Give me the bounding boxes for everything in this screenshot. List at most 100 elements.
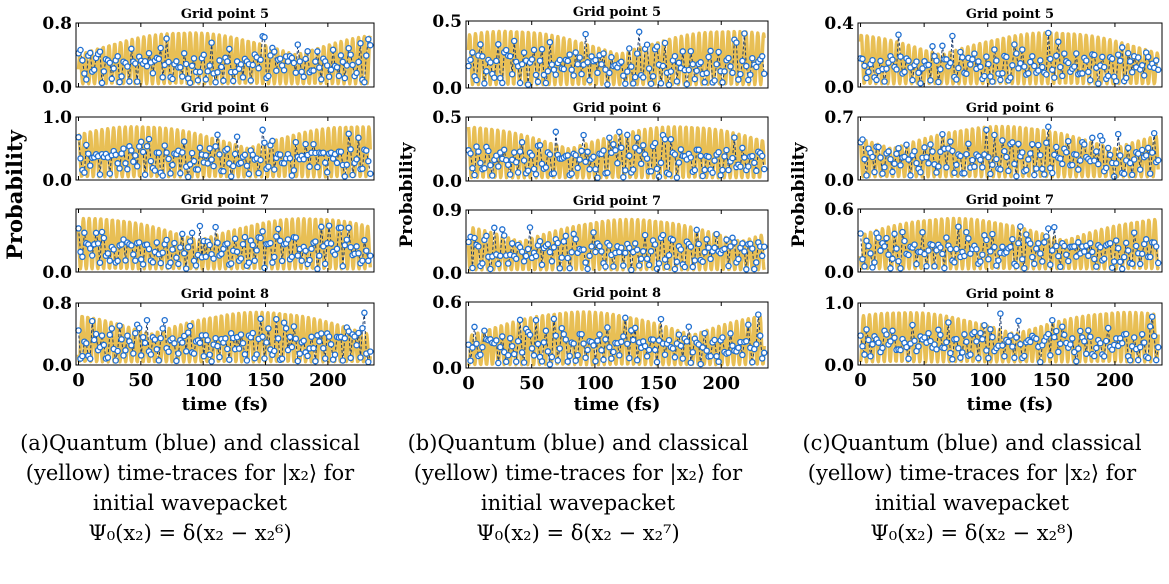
quantum-point <box>321 355 329 362</box>
quantum-point <box>212 78 219 86</box>
quantum-point <box>711 244 718 252</box>
quantum-point <box>112 357 119 364</box>
quantum-point <box>584 148 591 156</box>
quantum-point <box>1106 239 1114 247</box>
quantum-point <box>1073 358 1080 365</box>
quantum-point <box>473 76 480 84</box>
quantum-point <box>510 149 518 156</box>
quantum-point <box>241 351 249 358</box>
quantum-point <box>1150 129 1158 137</box>
quantum-point <box>1087 240 1094 247</box>
quantum-point <box>622 249 629 257</box>
quantum-point <box>999 243 1006 251</box>
subplot: Grid point 5 0.0 0.8 <box>42 7 375 98</box>
quantum-point <box>1049 66 1056 74</box>
quantum-point <box>753 167 760 175</box>
quantum-point <box>206 241 213 249</box>
quantum-point <box>897 265 904 272</box>
quantum-point <box>477 41 484 48</box>
quantum-point <box>963 70 970 78</box>
quantum-point <box>749 54 756 62</box>
y-tick-label: 0.6 <box>432 293 462 313</box>
quantum-point <box>208 39 215 46</box>
x-tick-label: 0 <box>72 370 85 391</box>
quantum-point <box>887 265 894 272</box>
quantum-point <box>760 165 768 173</box>
quantum-point <box>265 72 272 80</box>
quantum-point <box>1051 223 1058 231</box>
quantum-point <box>347 354 354 362</box>
quantum-point <box>643 41 651 48</box>
quantum-point <box>343 62 351 69</box>
quantum-point <box>212 223 219 231</box>
quantum-point <box>353 156 360 163</box>
quantum-point <box>633 246 641 253</box>
quantum-point <box>570 72 577 79</box>
quantum-point <box>536 142 544 149</box>
quantum-point <box>290 323 298 330</box>
quantum-point <box>903 141 910 148</box>
quantum-point <box>304 352 311 360</box>
quantum-point <box>1001 147 1008 155</box>
quantum-point <box>77 46 84 54</box>
quantum-point <box>753 63 760 71</box>
quantum-point <box>739 240 746 247</box>
quantum-point <box>967 351 974 358</box>
quantum-point <box>977 63 984 71</box>
quantum-point <box>1154 343 1162 351</box>
quantum-point <box>911 147 918 155</box>
x-tick-label: 150 <box>247 370 285 391</box>
quantum-point <box>889 168 896 176</box>
quantum-point <box>347 243 354 251</box>
quantum-point <box>184 173 192 181</box>
caption-line2-post: for <box>1099 461 1137 485</box>
quantum-point <box>118 336 125 343</box>
quantum-point <box>542 79 550 87</box>
quantum-point <box>933 169 940 176</box>
quantum-point <box>290 59 298 67</box>
quantum-point <box>859 255 866 263</box>
quantum-point <box>544 67 552 75</box>
caption-line2-post: for <box>705 461 743 485</box>
quantum-point <box>145 135 153 143</box>
quantum-point <box>526 224 534 231</box>
quantum-point <box>1031 62 1038 70</box>
quantum-point <box>1035 240 1042 247</box>
quantum-point <box>257 315 264 323</box>
quantum-point <box>893 66 900 73</box>
quantum-point <box>1091 157 1098 164</box>
quantum-point <box>596 242 603 250</box>
quantum-point <box>622 80 629 87</box>
quantum-point <box>548 61 556 68</box>
quantum-point <box>286 333 294 341</box>
quantum-point <box>618 338 625 346</box>
quantum-point <box>653 43 661 50</box>
subplot-title: Grid point 7 <box>181 193 269 208</box>
quantum-point <box>88 317 96 325</box>
quantum-point <box>175 260 182 268</box>
quantum-point <box>725 262 732 270</box>
quantum-point <box>333 64 341 71</box>
quantum-point <box>339 357 347 364</box>
quantum-point <box>883 65 890 72</box>
quantum-point <box>673 78 681 85</box>
quantum-point <box>530 46 538 54</box>
quantum-point <box>697 360 704 368</box>
quantum-point <box>508 70 516 78</box>
quantum-point <box>510 350 518 358</box>
quantum-point <box>83 141 90 149</box>
quantum-point <box>522 252 530 260</box>
quantum-point <box>128 242 135 249</box>
quantum-point <box>1065 59 1072 67</box>
quantum-point <box>961 252 968 260</box>
quantum-point <box>653 358 661 366</box>
quantum-point <box>143 62 151 70</box>
quantum-point <box>1130 229 1138 236</box>
quantum-point <box>626 152 633 160</box>
quantum-point <box>631 73 639 81</box>
quantum-point <box>159 74 166 81</box>
quantum-point <box>887 338 894 345</box>
quantum-point <box>153 239 161 246</box>
quantum-point <box>917 168 924 176</box>
quantum-point <box>568 66 575 73</box>
